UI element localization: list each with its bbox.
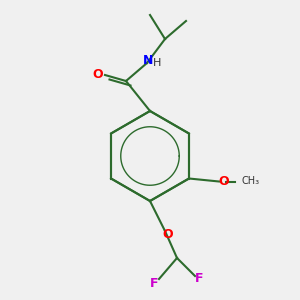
Text: N: N <box>143 53 154 67</box>
Text: O: O <box>218 175 229 188</box>
Text: O: O <box>92 68 103 82</box>
Text: F: F <box>195 272 204 286</box>
Text: CH₃: CH₃ <box>242 176 260 187</box>
Text: O: O <box>163 227 173 241</box>
Text: H: H <box>153 58 162 68</box>
Text: F: F <box>150 277 159 290</box>
